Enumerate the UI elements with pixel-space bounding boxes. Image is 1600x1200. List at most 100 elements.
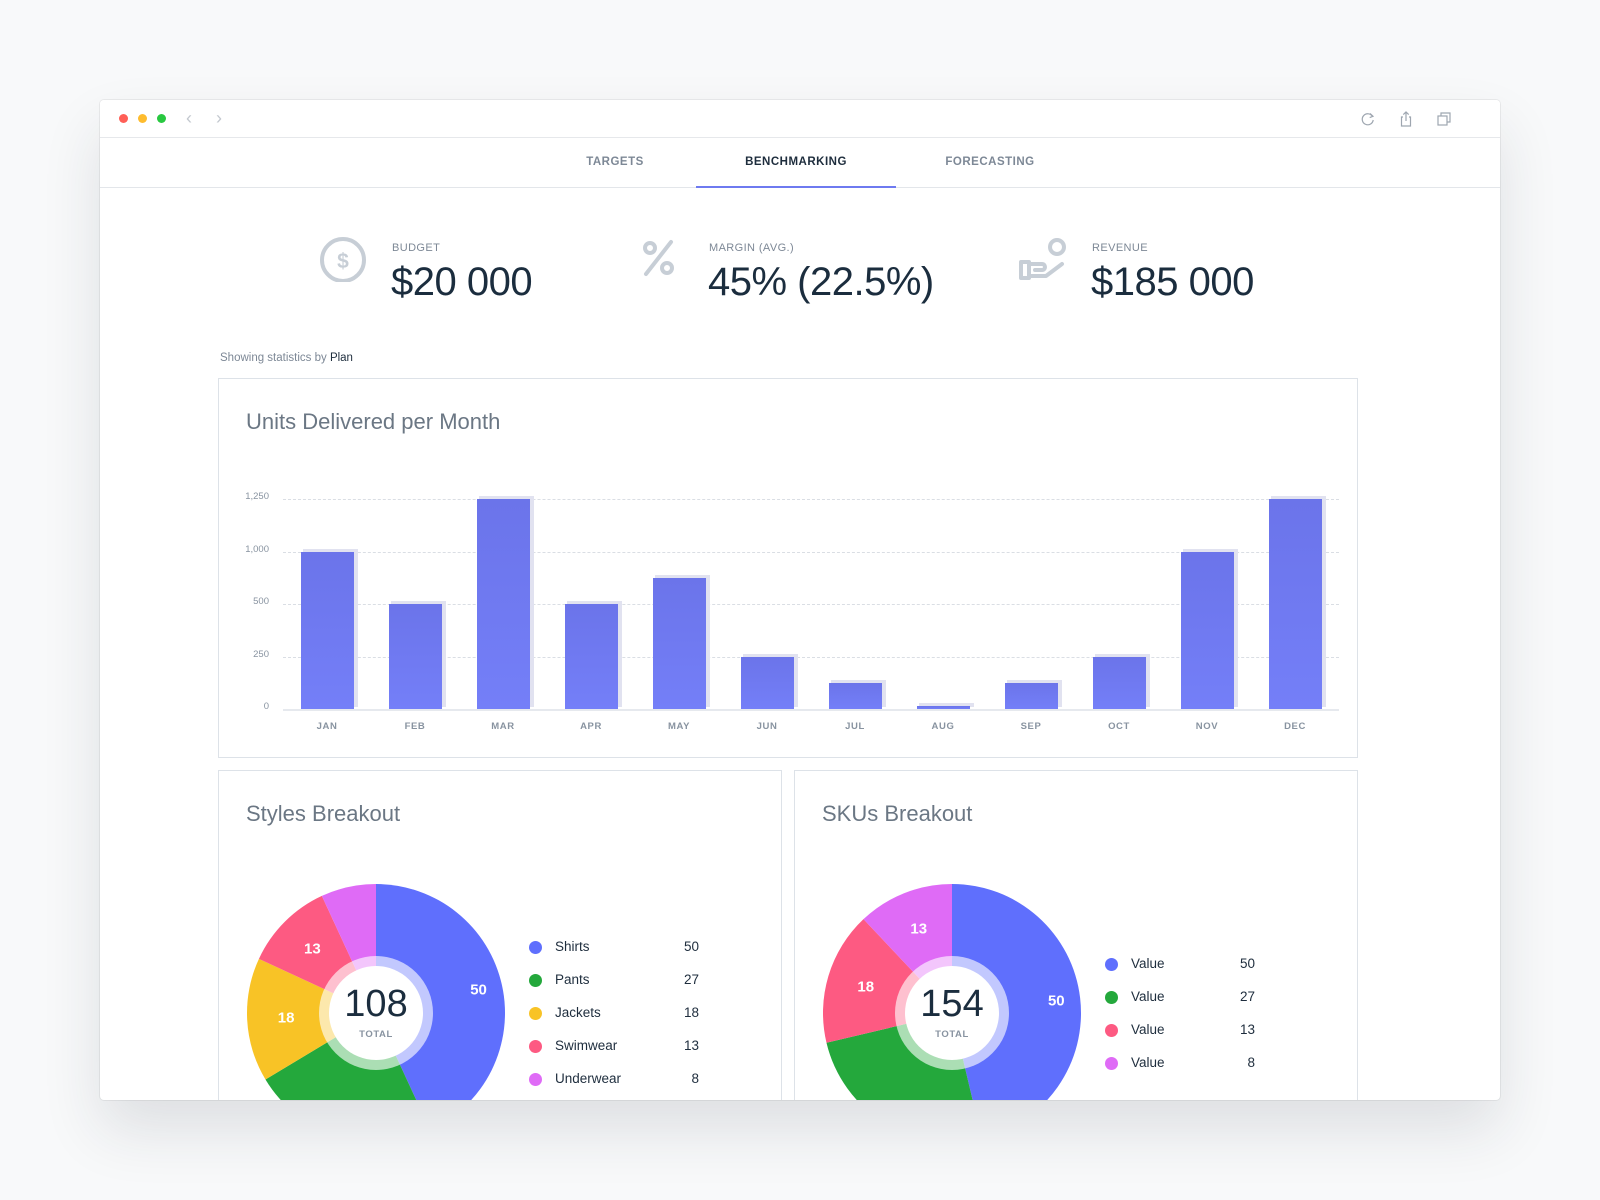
hand-coin-icon (1019, 238, 1066, 280)
gridline (283, 499, 1339, 500)
legend-label: Value (1131, 1055, 1165, 1070)
slice-value-label: 18 (277, 1009, 295, 1027)
kpi-label: BUDGET (392, 242, 441, 254)
x-axis-baseline (283, 709, 1339, 711)
skus-donut-chart: 50 18 13 154 TOTAL (822, 883, 1082, 1100)
legend-label: Underwear (555, 1071, 622, 1086)
legend-color-dot (529, 941, 542, 954)
legend-value: 8 (691, 1071, 699, 1086)
bar-oct[interactable] (1092, 656, 1146, 709)
bar-feb[interactable] (388, 604, 442, 709)
styles-donut-chart: 50 18 13 108 TOTAL (246, 883, 506, 1100)
legend-item[interactable]: Swimwear 13 (529, 1036, 699, 1056)
maximize-window-button[interactable] (157, 114, 166, 123)
legend-color-dot (529, 974, 542, 987)
legend-item[interactable]: Value 8 (1105, 1053, 1255, 1073)
bar-jan[interactable] (300, 551, 354, 709)
x-axis-tick-label: AUG (931, 721, 955, 732)
bar-jun[interactable] (740, 656, 794, 709)
legend-label: Pants (555, 972, 590, 987)
slice-value-label: 13 (304, 940, 321, 958)
tab-bar: TARGETS BENCHMARKING FORECASTING (100, 138, 1500, 188)
x-axis-tick-label: MAY (667, 721, 691, 732)
x-axis-tick-label: APR (580, 721, 602, 732)
legend-label: Swimwear (555, 1038, 618, 1053)
legend-color-dot (1105, 1024, 1118, 1037)
donut-total-label: TOTAL (935, 1029, 969, 1040)
donut-slice[interactable] (247, 958, 376, 1080)
window-titlebar: ‹ › (100, 100, 1500, 138)
tab-targets[interactable]: TARGETS (586, 156, 644, 168)
legend-color-dot (529, 1073, 542, 1086)
bar-shadow (918, 702, 974, 707)
bar-may[interactable] (652, 577, 706, 709)
chevron-left-icon[interactable]: ‹ (186, 108, 192, 128)
slice-value-label: 13 (910, 920, 928, 938)
legend-value: 27 (1239, 989, 1255, 1004)
x-axis-tick-label: JUN (756, 721, 778, 732)
legend-item[interactable]: Pants 27 (529, 970, 699, 990)
legend-value: 13 (1239, 1022, 1255, 1037)
minimize-window-button[interactable] (138, 114, 147, 123)
bar-nov[interactable] (1180, 551, 1234, 709)
legend-value: 27 (683, 972, 699, 987)
legend-value: 8 (1247, 1055, 1255, 1070)
legend-label: Value (1131, 956, 1165, 971)
legend-item[interactable]: Shirts 50 (529, 937, 699, 957)
card-title: Styles Breakout (246, 801, 401, 826)
legend-color-dot (1105, 991, 1118, 1004)
units-chart-card: Units Delivered per Month 0 250 500 1,000 1,… (218, 378, 1358, 758)
legend-item[interactable]: Value 27 (1105, 987, 1255, 1007)
legend-item[interactable]: Underwear 8 (529, 1069, 699, 1089)
y-axis-tick-label: 1,000 (245, 543, 269, 555)
styles-breakout-card: Styles Breakout 50 18 13 108 TOTAL Shirts 50 P… (218, 770, 782, 1100)
legend-color-dot (1105, 1057, 1118, 1070)
close-window-button[interactable] (119, 114, 128, 123)
kpi-label: MARGIN (AVG.) (709, 242, 795, 254)
refresh-icon[interactable] (1359, 110, 1377, 128)
tab-benchmarking[interactable]: BENCHMARKING (696, 138, 896, 188)
x-axis-tick-label: NOV (1195, 721, 1219, 732)
dollar-circle-icon: $ (320, 237, 366, 282)
gridline (283, 656, 1339, 658)
legend-color-dot (1105, 958, 1118, 971)
bar-apr[interactable] (564, 604, 618, 709)
legend-label: Shirts (555, 939, 590, 954)
legend-value: 50 (683, 939, 699, 954)
legend-label: Value (1131, 1022, 1165, 1037)
percent-icon (643, 240, 674, 276)
bar-dec[interactable] (1268, 499, 1322, 709)
y-axis-tick-label: 1,250 (245, 491, 269, 502)
bar-chart: 0 250 500 1,000 1,250 JAN FEB MAR APR MAY JUN JUL AU… (219, 379, 1359, 759)
duplicate-window-icon[interactable] (1435, 110, 1453, 128)
legend-value: 13 (683, 1038, 699, 1053)
share-icon[interactable] (1397, 110, 1415, 128)
legend-label: Jackets (555, 1005, 601, 1020)
x-axis-tick-label: MAR (491, 721, 515, 732)
tab-forecasting[interactable]: FORECASTING (945, 156, 1035, 168)
donut-total-value: 108 (344, 983, 408, 1025)
x-axis-tick-label: OCT (1108, 721, 1130, 732)
legend-item[interactable]: Jackets 18 (529, 1003, 699, 1023)
x-axis-tick-label: JUL (845, 721, 865, 732)
legend-item[interactable]: Value 50 (1105, 954, 1255, 974)
filter-value-link[interactable]: Plan (329, 352, 353, 364)
y-axis-tick-label: 250 (253, 648, 269, 660)
y-axis-tick-label: 0 (263, 701, 269, 712)
x-axis-tick-label: FEB (404, 721, 426, 732)
card-title: SKUs Breakout (822, 801, 973, 826)
x-axis-tick-label: SEP (1020, 721, 1042, 732)
bar-jul[interactable] (828, 682, 882, 709)
legend-item[interactable]: Value 13 (1105, 1020, 1255, 1040)
x-axis-tick-label: DEC (1284, 721, 1306, 732)
bar-aug[interactable] (916, 705, 970, 709)
gridline (283, 604, 1339, 605)
skus-breakout-card: SKUs Breakout 50 18 13 154 TOTAL Value 50 Valu… (794, 770, 1358, 1100)
filter-statement: Showing statistics by Plan (220, 352, 353, 364)
bar-mar[interactable] (476, 499, 530, 709)
chevron-right-icon[interactable]: › (216, 108, 222, 128)
donut-total-label: TOTAL (359, 1029, 393, 1040)
legend-color-dot (529, 1040, 542, 1053)
bar-sep[interactable] (1004, 682, 1058, 709)
legend-color-dot (529, 1007, 542, 1020)
